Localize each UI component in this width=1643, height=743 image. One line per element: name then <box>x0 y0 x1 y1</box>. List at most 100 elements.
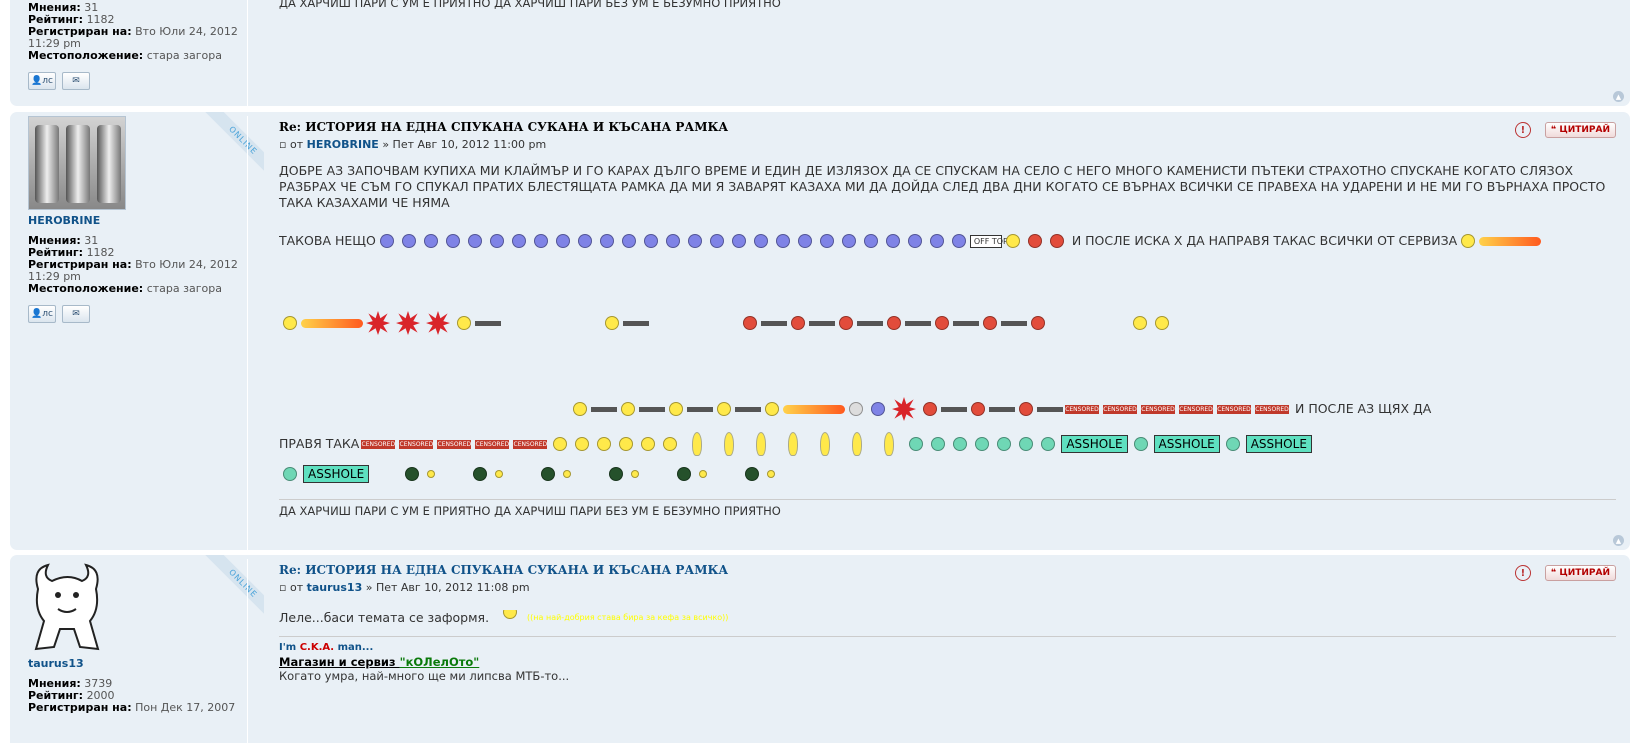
stat-label: Мнения: <box>28 234 81 247</box>
report-icon[interactable]: ! <box>1514 565 1531 581</box>
post-text: И ПОСЛЕ АЗ ЩЯХ ДА <box>1295 401 1432 416</box>
sad-smiley-icon <box>907 234 922 248</box>
explosion-icon <box>887 316 901 330</box>
emoticon-row-1: ТАКОВА НЕЩО OFF TOPIC! И ПОСЛЕ ИСКА Х ДА… <box>279 221 1616 261</box>
stat-label: Мнения: <box>28 1 81 14</box>
gun-icon <box>735 406 761 412</box>
gun-icon <box>857 320 883 326</box>
pm-button[interactable]: 👤 лс <box>28 72 56 90</box>
stat-value: 3739 <box>84 677 113 690</box>
previous-post: Мнения: 31 Рейтинг: 1182 Регистриран на:… <box>10 0 1630 120</box>
flame-icon <box>783 404 845 414</box>
author-link[interactable]: taurus13 <box>306 581 363 594</box>
user-stats: Мнения: 31 Рейтинг: 1182 Регистриран на:… <box>28 235 247 295</box>
green-smiley-icon <box>1019 437 1034 451</box>
avatar[interactable] <box>28 116 126 210</box>
sig-suffix: man... <box>334 642 374 653</box>
smiley-icon <box>631 470 640 478</box>
stat-value: Пон Дек 17, 2007 <box>135 701 236 714</box>
pm-button[interactable]: 👤 лс <box>28 305 56 323</box>
yellow-note-text: (на най-добрия става бира за кефа за вси… <box>530 613 726 622</box>
shop-name-link[interactable]: "кОЛелОто" <box>399 655 480 669</box>
post-content: Леле...баси темата се заформя. ((на най-… <box>279 610 1616 626</box>
sad-smiley-icon <box>709 234 724 248</box>
censored-icon: CENSORED <box>361 439 396 449</box>
sad-smiley-icon <box>555 234 570 248</box>
smoking-smiley-icon <box>619 437 634 451</box>
gun-icon <box>905 320 931 326</box>
avatar[interactable] <box>28 559 106 653</box>
banana-icon <box>884 432 895 456</box>
gun-icon <box>475 320 501 326</box>
email-button[interactable]: ✉ <box>62 72 90 90</box>
sig-line-1: I'm C.K.A. man... <box>279 641 1616 655</box>
bomb-icon <box>609 467 624 481</box>
gun-icon <box>989 406 1015 412</box>
report-icon[interactable]: ! <box>1514 122 1531 138</box>
back-to-top-icon[interactable]: ▲ <box>1613 91 1624 102</box>
sad-smiley-icon <box>379 234 394 248</box>
quote-icon: ❝ <box>1550 125 1557 135</box>
back-to-top-icon[interactable]: ▲ <box>1613 535 1624 546</box>
devil-icon <box>426 311 450 335</box>
sad-smiley-icon <box>643 234 658 248</box>
author-link[interactable]: HEROBRINE <box>306 138 379 151</box>
skull-icon <box>849 402 863 416</box>
username[interactable]: HEROBRINE <box>28 214 101 227</box>
post-title[interactable]: Re: ИСТОРИЯ НА ЕДНА СПУКАНА СУКАНА И КЪС… <box>279 120 729 134</box>
smoking-smiley-icon <box>553 437 568 451</box>
shop-link[interactable]: Магазин и сервиз <box>279 655 400 669</box>
post-body: Re: ИСТОРИЯ НА ЕДНА СПУКАНА СУКАНА И КЪС… <box>279 555 1616 683</box>
sad-smiley-icon <box>423 234 438 248</box>
sad-smiley-icon <box>401 234 416 248</box>
emoticon-row-2 <box>279 303 1616 343</box>
username[interactable]: taurus13 <box>28 657 84 670</box>
quote-button[interactable]: ❝ ЦИТИРАЙ <box>1544 122 1616 138</box>
previous-post-profile: Мнения: 31 Рейтинг: 1182 Регистриран на:… <box>28 0 248 120</box>
post-text: ДОБРЕ АЗ ЗАПОЧВАМ КУПИХА МИ КЛАЙМЪР И ГО… <box>279 163 1606 210</box>
pm-icon: 👤 <box>31 309 43 319</box>
post-actions: ! ❝ ЦИТИРАЙ <box>1514 565 1616 581</box>
gun-smiley-icon <box>621 402 635 416</box>
post-profile: HEROBRINE Мнения: 31 Рейтинг: 1182 Регис… <box>28 116 248 554</box>
stat-label: Местоположение: <box>28 282 144 295</box>
emoticon-row-3: CENSORED CENSORED CENSORED CENSORED CENSORED… <box>279 391 1616 427</box>
bomb-icon <box>541 467 556 481</box>
censored-icon: CENSORED <box>1141 404 1175 414</box>
flamethrower-smiley-icon <box>1461 234 1476 248</box>
censored-icon: CENSORED <box>1103 404 1137 414</box>
email-button[interactable]: ✉ <box>62 305 90 323</box>
popcorn-smiley-icon <box>503 610 518 619</box>
stat-value: 1182 <box>86 246 115 259</box>
gun-smiley-icon <box>669 402 683 416</box>
post-title[interactable]: Re: ИСТОРИЯ НА ЕДНА СПУКАНА СУКАНА И КЪС… <box>279 563 729 577</box>
green-smiley-icon <box>997 437 1012 451</box>
stat-label: Местоположение: <box>28 49 144 62</box>
smiley-icon <box>1005 234 1020 248</box>
flamethrower-smiley-icon <box>765 402 779 416</box>
green-smiley-icon <box>1133 437 1148 451</box>
sig-line-2: Магазин и сервиз "кОЛелОто" <box>279 655 1616 669</box>
bomb-icon <box>677 467 692 481</box>
flame-icon <box>301 318 363 328</box>
sad-smiley-icon <box>621 234 636 248</box>
gun-icon <box>623 320 649 326</box>
sad-smiley-icon <box>533 234 548 248</box>
flame-icon <box>1479 236 1542 246</box>
explosion-icon <box>839 316 853 330</box>
sad-smiley-icon <box>731 234 746 248</box>
stat-value: 2000 <box>86 689 115 702</box>
sad-smiley-icon <box>599 234 614 248</box>
stat-label: Рейтинг: <box>28 13 84 26</box>
explosion-icon <box>983 316 997 330</box>
quote-button[interactable]: ❝ ЦИТИРАЙ <box>1544 565 1616 581</box>
asshole-sign-icon: ASSHOLE <box>1245 435 1312 453</box>
previous-post-signature: ДА ХАРЧИШ ПАРИ С УМ Е ПРИЯТНО ДА ХАРЧИШ … <box>279 0 781 10</box>
explosion-icon <box>935 316 949 330</box>
explosion-icon <box>743 316 757 330</box>
sad-smiley-icon <box>489 234 504 248</box>
stat-label: Регистриран на: <box>28 701 132 714</box>
post-profile: taurus13 Мнения: 3739 Рейтинг: 2000 Реги… <box>28 559 248 743</box>
sad-smiley-icon <box>797 234 812 248</box>
post-text: И ПОСЛЕ ИСКА Х ДА НАПРАВЯ ТАКАС ВСИЧКИ О… <box>1071 233 1458 248</box>
